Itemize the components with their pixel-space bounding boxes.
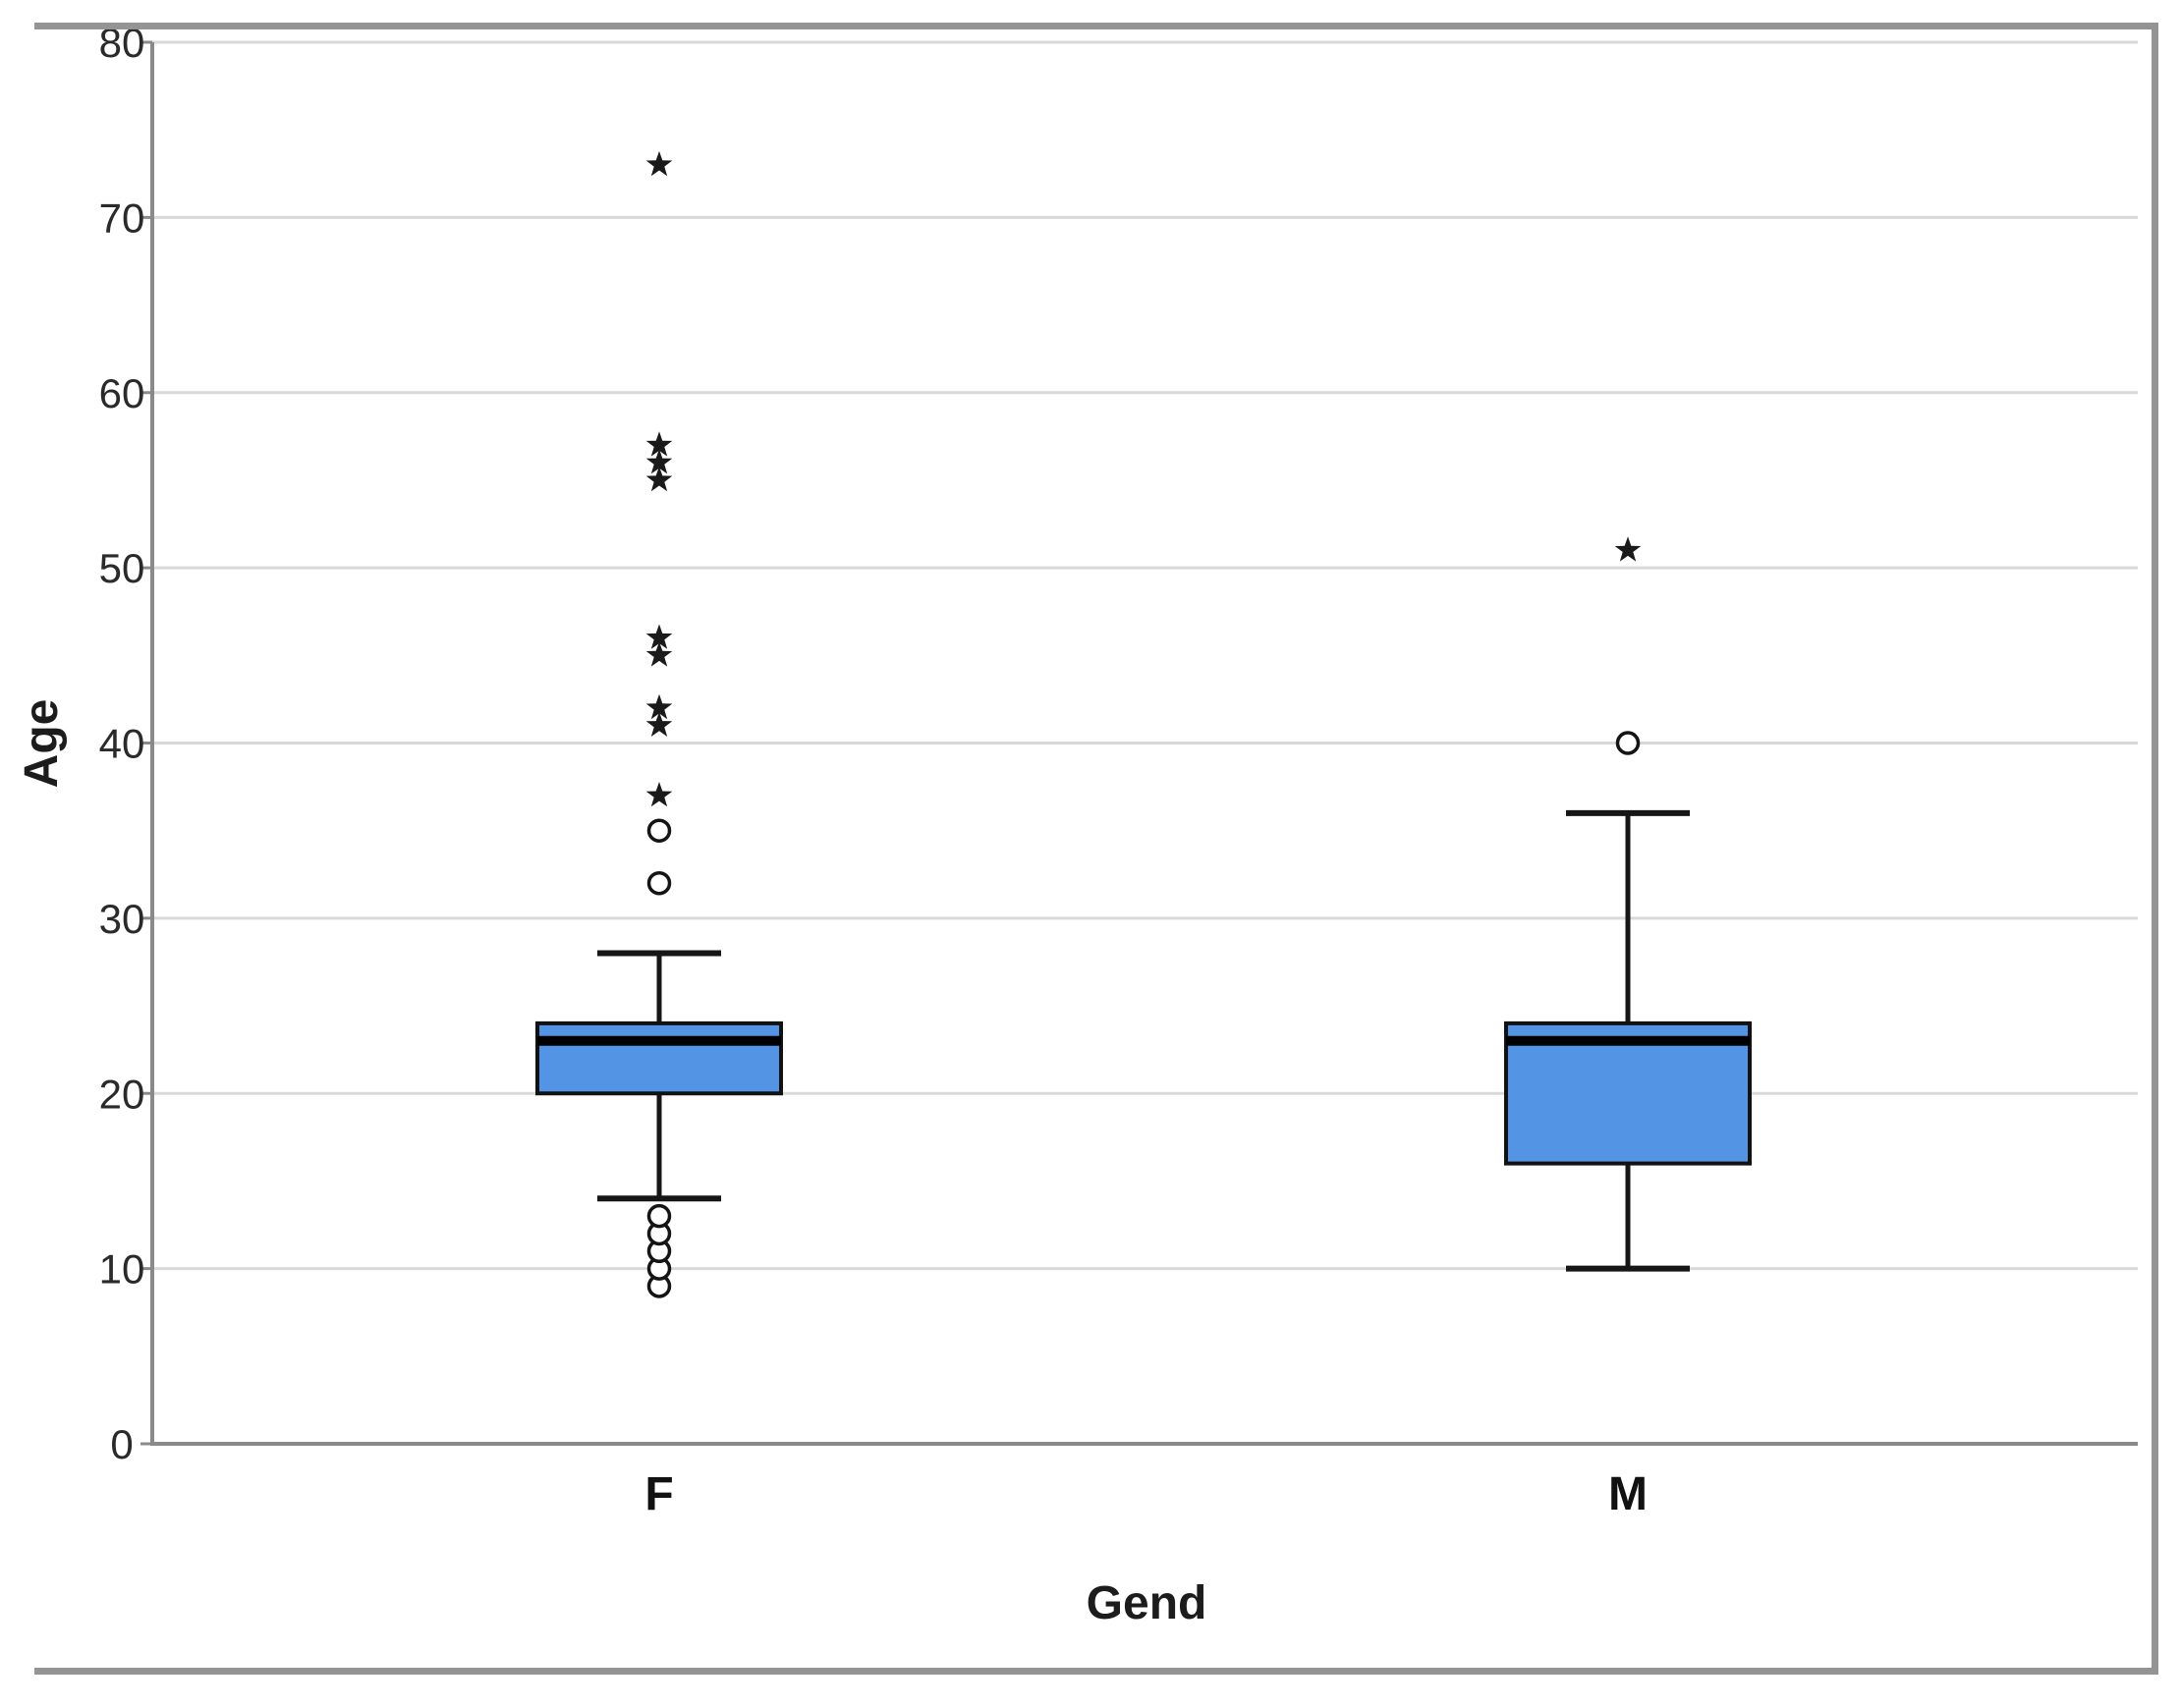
- outlier-40-M: [1615, 731, 1641, 755]
- y-tick-label-70: 70: [99, 194, 145, 241]
- page-border-bottom: [34, 1668, 2158, 1675]
- extreme-45-F: [645, 641, 673, 667]
- y-tick-label-60: 60: [99, 370, 145, 416]
- extreme-55-F: [645, 466, 673, 492]
- x-axis-title: Gend: [1087, 1577, 1207, 1629]
- extreme-51-M: [1614, 536, 1642, 562]
- extreme-46-F: [645, 624, 673, 649]
- extreme-42-F: [645, 693, 673, 720]
- extreme-56-F: [645, 449, 673, 474]
- box-F: [535, 1020, 783, 1096]
- extreme-41-F: [645, 711, 673, 737]
- y-axis-title: Age: [16, 699, 68, 789]
- y-tick-label-0: 0: [110, 1421, 133, 1467]
- y-tick-label-10: 10: [99, 1246, 145, 1293]
- y-tick-label-30: 30: [99, 896, 145, 942]
- box-M: [1504, 1020, 1752, 1166]
- page-border-right: [2152, 23, 2158, 1675]
- y-tick-label-50: 50: [99, 545, 145, 591]
- y-tick-label-20: 20: [99, 1071, 145, 1117]
- outlier-13-F: [646, 1203, 672, 1229]
- outlier-32-F: [646, 870, 672, 896]
- y-tick-label-40: 40: [99, 721, 145, 767]
- extreme-37-F: [645, 782, 673, 807]
- category-label-M: M: [1608, 1468, 1648, 1520]
- extreme-57-F: [645, 431, 673, 457]
- page-border-top: [34, 23, 2158, 29]
- category-label-F: F: [644, 1468, 673, 1520]
- outlier-35-F: [646, 818, 672, 843]
- extreme-73-F: [645, 150, 673, 177]
